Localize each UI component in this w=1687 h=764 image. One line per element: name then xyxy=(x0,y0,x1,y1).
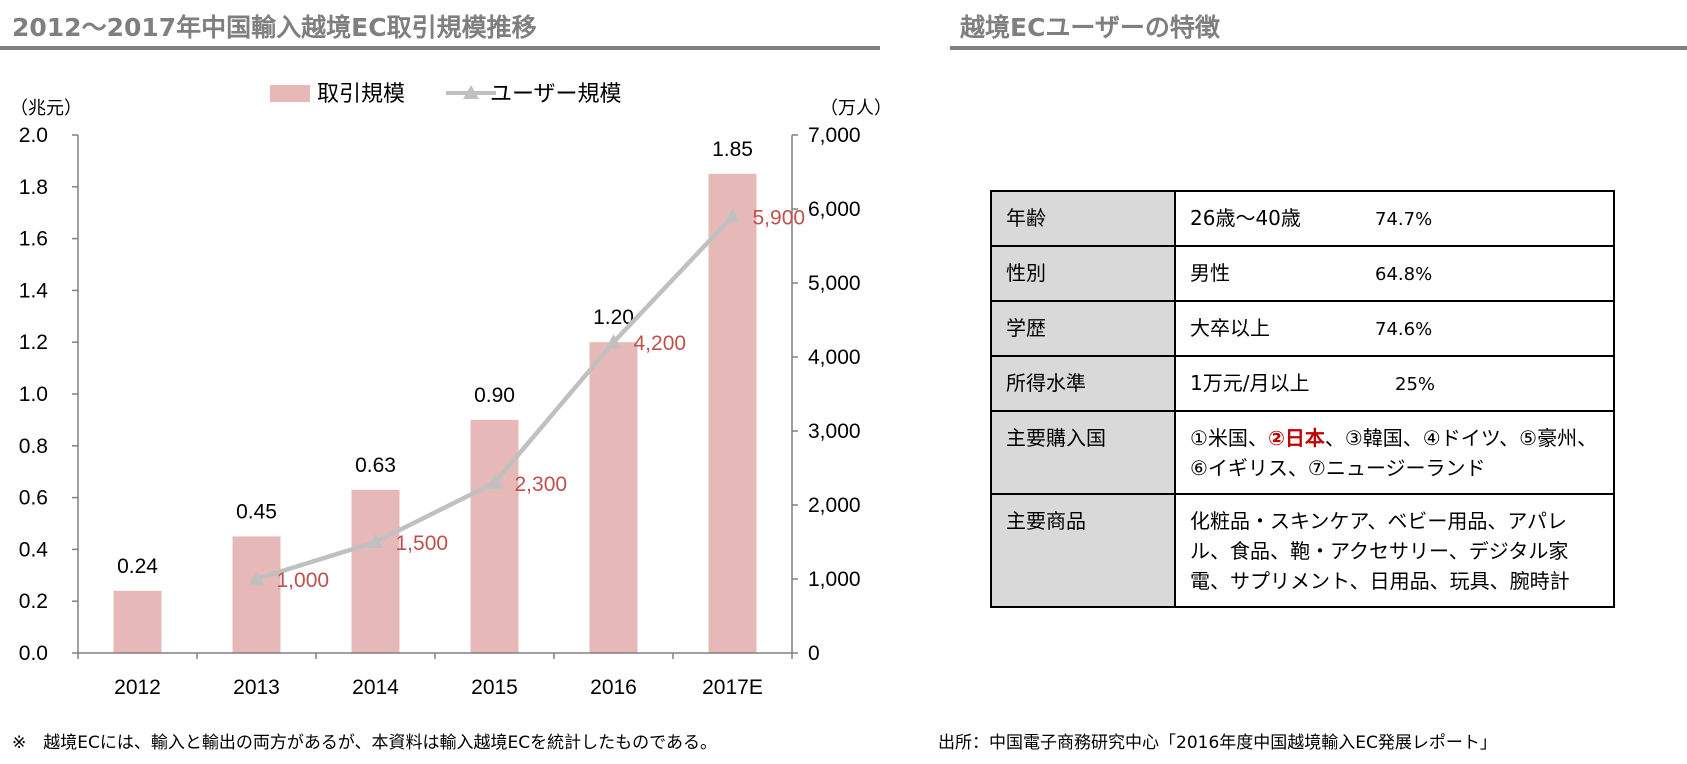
legend-bar-swatch xyxy=(270,85,310,102)
y-left-tick-label: 2.0 xyxy=(19,124,48,147)
y-left-tick-label: 1.4 xyxy=(19,279,49,302)
line-value-label: 2,300 xyxy=(515,473,568,496)
table-row: 年齢 26歳～40歳 74.7% xyxy=(990,190,1615,247)
value-text: 、③韓国、④ドイツ、⑤豪州、⑥イギリス、⑦ニュージーランド xyxy=(1190,426,1598,480)
line-point-marker xyxy=(724,208,741,223)
row-label: 主要購入国 xyxy=(990,410,1176,495)
y-right-tick-label: 3,000 xyxy=(808,420,861,443)
value-text: 26歳～40歳 xyxy=(1190,206,1301,230)
bar xyxy=(351,489,400,653)
line-value-label: 1,500 xyxy=(396,532,449,555)
bar-value-label: 0.90 xyxy=(474,384,515,407)
table-row: 学歴 大卒以上 74.6% xyxy=(990,300,1615,357)
x-tick-label: 2016 xyxy=(590,676,637,699)
y-left-tick-label: 0.0 xyxy=(19,642,48,665)
row-value: 大卒以上 74.6% xyxy=(1174,300,1615,357)
y-left-tick-label: 0.6 xyxy=(19,487,48,510)
bar-value-label: 1.20 xyxy=(593,306,634,329)
value-percent: 25% xyxy=(1395,374,1436,395)
x-tick-label: 2014 xyxy=(352,676,399,699)
table-row: 所得水準 1万元/月以上 25% xyxy=(990,355,1615,412)
y-right-tick-label: 4,000 xyxy=(808,346,861,369)
bar xyxy=(589,342,638,653)
row-label: 所得水準 xyxy=(990,355,1176,412)
highlight-japan: ②日本 xyxy=(1267,426,1325,450)
value-text: 1万元/月以上 xyxy=(1190,371,1310,395)
value-percent: 64.8% xyxy=(1375,264,1433,285)
value-text: 男性 xyxy=(1190,261,1230,285)
line-value-label: 5,900 xyxy=(753,206,806,229)
bar xyxy=(708,173,757,653)
y-left-unit: （兆元） xyxy=(10,98,82,118)
table-row: 性別 男性 64.8% xyxy=(990,245,1615,302)
y-right-unit: （万人） xyxy=(820,98,892,118)
x-tick-label: 2012 xyxy=(114,676,161,699)
row-value: 1万元/月以上 25% xyxy=(1174,355,1615,412)
line-point-marker xyxy=(605,334,622,349)
legend-line-marker xyxy=(463,85,479,99)
legend-bar-label: 取引規模 xyxy=(317,81,405,106)
y-left-tick-label: 0.8 xyxy=(19,435,48,458)
table-row: 主要商品 化粧品・スキンケア、ベビー用品、アパレル、食品、鞄・アクセサリー、デジ… xyxy=(990,493,1615,608)
user-traits-table: 年齢 26歳～40歳 74.7% 性別 男性 64.8% 学歴 大卒以上 74.6% … xyxy=(990,190,1615,608)
row-value: 化粧品・スキンケア、ベビー用品、アパレル、食品、鞄・アクセサリー、デジタル家電、… xyxy=(1174,493,1615,608)
row-label: 主要商品 xyxy=(990,493,1176,608)
footnote: ※ 越境ECには、輸入と輸出の両方があるが、本資料は輸入越境ECを統計したもので… xyxy=(12,733,717,753)
value-text: 大卒以上 xyxy=(1190,316,1270,340)
bar-value-label: 1.85 xyxy=(712,138,753,161)
row-label: 性別 xyxy=(990,245,1176,302)
value-text: ①米国、 xyxy=(1190,426,1268,450)
chart-title-rule xyxy=(0,46,880,50)
bar xyxy=(470,419,519,653)
y-left-tick-label: 0.2 xyxy=(19,590,48,613)
legend-line-label: ユーザー規模 xyxy=(490,81,622,106)
bar-value-label: 0.24 xyxy=(117,555,158,578)
row-value: 26歳～40歳 74.7% xyxy=(1174,190,1615,247)
bar xyxy=(113,590,162,653)
traits-title-rule xyxy=(950,46,1687,50)
bar-value-label: 0.45 xyxy=(236,500,277,523)
row-label: 学歴 xyxy=(990,300,1176,357)
line-value-label: 4,200 xyxy=(634,332,687,355)
y-left-tick-label: 1.6 xyxy=(19,228,48,251)
line-value-label: 1,000 xyxy=(277,569,330,592)
x-tick-label: 2013 xyxy=(233,676,280,699)
traits-section-title: 越境ECユーザーの特徴 xyxy=(960,13,1220,42)
combo-chart: 取引規模 ユーザー規模 （兆元） （万人） 0.0 0.2 0.4 0.6 0.8 1.0 1.2 1… xyxy=(10,81,892,699)
x-tick-label: 2015 xyxy=(471,676,518,699)
bar-value-label: 0.63 xyxy=(355,454,396,477)
y-right-tick-label: 0 xyxy=(808,642,820,665)
y-right-tick-label: 1,000 xyxy=(808,568,861,591)
value-percent: 74.6% xyxy=(1375,319,1433,340)
line-point-marker xyxy=(248,571,265,585)
y-right-tick-label: 6,000 xyxy=(808,198,861,221)
line-point-marker xyxy=(486,474,503,489)
y-left-tick-label: 1.2 xyxy=(19,331,48,354)
x-tick-label: 2017E xyxy=(702,676,763,699)
chart-section-title: 2012～2017年中国輸入越境EC取引規模推移 xyxy=(12,13,537,42)
row-value: 男性 64.8% xyxy=(1174,245,1615,302)
source-note: 出所：中国電子商務研究中心「2016年度中国越境輸入EC発展レポート」 xyxy=(938,733,1497,753)
line-point-marker xyxy=(367,534,384,548)
y-left-tick-label: 1.0 xyxy=(19,383,48,406)
value-percent: 74.7% xyxy=(1375,209,1433,230)
bar xyxy=(232,536,281,653)
row-value: ①米国、②日本、③韓国、④ドイツ、⑤豪州、⑥イギリス、⑦ニュージーランド xyxy=(1174,410,1615,495)
y-right-tick-label: 5,000 xyxy=(808,272,861,295)
y-left-tick-label: 1.8 xyxy=(19,176,48,199)
y-right-tick-label: 2,000 xyxy=(808,494,861,517)
table-row: 主要購入国 ①米国、②日本、③韓国、④ドイツ、⑤豪州、⑥イギリス、⑦ニュージーラ… xyxy=(990,410,1615,495)
y-right-tick-label: 7,000 xyxy=(808,124,861,147)
row-label: 年齢 xyxy=(990,190,1176,247)
y-left-tick-label: 0.4 xyxy=(19,538,49,561)
